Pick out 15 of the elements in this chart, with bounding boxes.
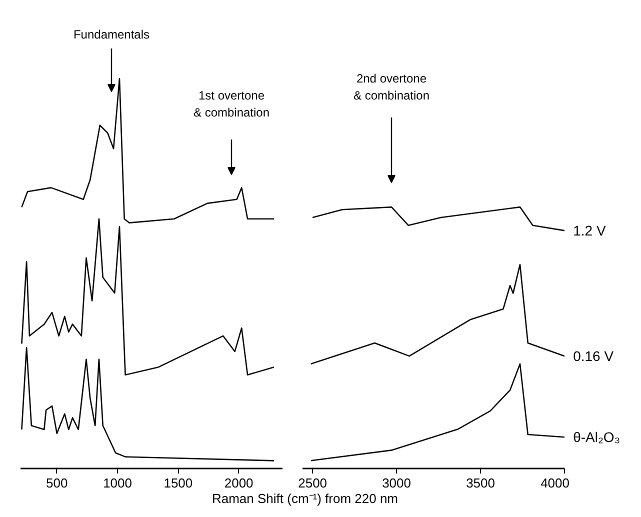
series-label: θ-Al₂O₃ [573, 429, 620, 446]
x-tick-label: 3000 [382, 476, 412, 490]
x-tick-label: 2500 [298, 476, 328, 490]
x-tick-label: 2000 [224, 476, 254, 490]
text: Fundamentals [73, 28, 150, 42]
x-tick-label: 1500 [164, 476, 193, 490]
x-tick-label: 4000 [540, 476, 570, 490]
series-label: 1.2 V [573, 222, 606, 239]
annotation: 1st overtone & combination [193, 88, 270, 120]
text: 2nd overtone & combination [353, 72, 430, 102]
x-axis-title: Raman Shift (cm⁻¹) from 220 nm [212, 490, 398, 508]
series-label: 0.16 V [573, 348, 614, 364]
x-tick-label: 3500 [466, 476, 495, 490]
x-tick-label: 1000 [103, 476, 132, 490]
x-tick-label: 500 [46, 476, 68, 490]
